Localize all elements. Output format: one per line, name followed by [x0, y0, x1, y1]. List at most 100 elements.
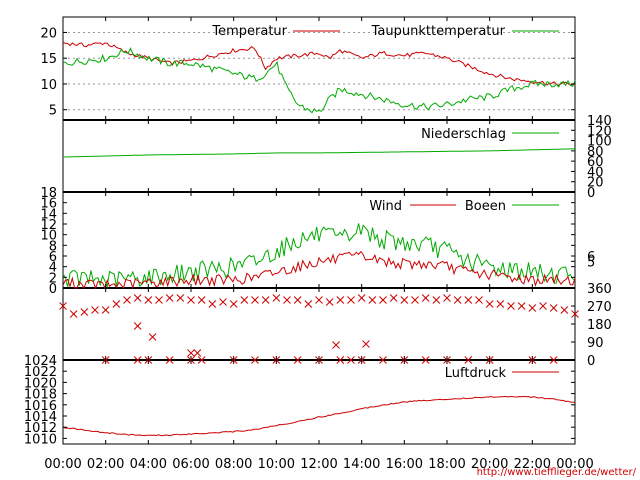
wind-direction-mark: [251, 296, 259, 304]
wind-direction-mark: [272, 294, 281, 302]
x-tick-label: 18:00: [428, 457, 465, 472]
wind-direction-mark: [485, 300, 494, 308]
wind-direction-point: [133, 322, 142, 330]
wind-direction-mark: [464, 356, 473, 364]
wind-direction-point: [389, 294, 398, 302]
wind-line: [62, 250, 576, 290]
wind-direction-point: [549, 356, 558, 364]
y2-tick-label: 360: [587, 282, 612, 297]
wind-direction-mark: [507, 302, 515, 310]
wind-direction-point: [251, 356, 259, 364]
wind-direction-point: [133, 294, 142, 302]
wind-direction-point: [315, 296, 323, 304]
wind-direction-mark: [400, 296, 409, 304]
y-tick-label: 1016: [24, 399, 57, 414]
wind-direction-point: [336, 296, 345, 304]
wind-direction-mark: [187, 296, 195, 304]
luftdruck-line: [62, 395, 576, 437]
y-tick-label: 1020: [24, 376, 57, 391]
x-tick-label: 06:00: [172, 457, 209, 472]
wind-direction-mark: [549, 304, 558, 312]
wind-direction-mark: [528, 304, 537, 312]
wind-direction-point: [197, 356, 206, 364]
boeen-line: [62, 223, 576, 289]
wind-direction-mark: [432, 296, 441, 304]
temperatur-line: [62, 41, 576, 87]
x-tick-label: 08:00: [215, 457, 252, 472]
x-tick-label: 20:00: [471, 457, 508, 472]
wind-direction-mark: [59, 302, 67, 310]
y-tick-label: 18: [40, 186, 57, 201]
wind-direction-point: [421, 294, 430, 302]
y-tick-label: 1018: [24, 388, 57, 403]
x-tick-label: 00:00: [556, 457, 593, 472]
wind-direction-mark: [453, 296, 462, 304]
wind-direction-point: [368, 296, 377, 304]
legend-temperatur-label: Temperatur: [211, 24, 287, 39]
wind-direction-point: [496, 300, 505, 308]
y2-tick-label: 5: [587, 255, 595, 270]
wind-direction-point: [229, 300, 238, 308]
wind-direction-point: [507, 302, 515, 310]
wind-direction-point: [517, 302, 526, 310]
wind-direction-mark: [133, 322, 142, 330]
wind-direction-point: [362, 340, 370, 348]
wind-direction-mark: [240, 296, 249, 304]
wind-direction-mark: [389, 294, 398, 302]
wind-direction-point: [133, 356, 142, 364]
wind-direction-point: [379, 356, 387, 364]
y-tick-label: 1012: [24, 421, 57, 436]
y2-tick-label: 6: [587, 250, 595, 265]
wind-direction-mark: [539, 302, 547, 310]
wind-direction-mark: [347, 356, 355, 364]
wind-direction-mark: [176, 294, 185, 302]
wind-direction-point: [251, 296, 259, 304]
wind-direction-point: [283, 296, 291, 304]
y-tick-label: 1022: [24, 365, 57, 380]
wind-direction-mark: [560, 306, 569, 314]
y-tick-label: 5: [49, 104, 57, 119]
wind-direction-point: [208, 300, 217, 308]
wind-direction-point: [475, 296, 483, 304]
wind-direction-point: [528, 304, 537, 312]
y2-tick-label: 0: [587, 186, 595, 201]
wind-direction-point: [332, 341, 340, 349]
legend-niederschlag-label: Niederschlag: [421, 127, 506, 142]
wind-direction-mark: [251, 356, 259, 364]
wind-direction-point: [112, 300, 121, 308]
wind-direction-point: [549, 304, 558, 312]
y-tick-label: 1024: [24, 354, 57, 369]
wind-direction-point: [453, 296, 462, 304]
wind-direction-point: [304, 300, 313, 308]
wind-direction-mark: [368, 296, 377, 304]
wind-direction-mark: [357, 294, 366, 302]
y2-tick-label: 80: [587, 145, 604, 160]
wind-direction-point: [400, 296, 409, 304]
wind-direction-mark: [304, 300, 313, 308]
wind-direction-point: [101, 306, 110, 314]
legend-wind-label: Wind: [369, 199, 402, 214]
wind-direction-mark: [219, 298, 227, 306]
wind-direction-point: [347, 356, 355, 364]
wind-direction-mark: [101, 306, 110, 314]
wind-direction-point: [165, 294, 174, 302]
wind-direction-mark: [496, 300, 505, 308]
wind-direction-mark: [379, 296, 387, 304]
legend-boeen-label: Boeen: [465, 199, 506, 214]
y-tick-label: 10: [40, 229, 57, 244]
wind-direction-point: [272, 294, 281, 302]
y2-tick-label: 180: [587, 318, 612, 333]
wind-direction-point: [148, 333, 157, 341]
wind-direction-point: [464, 356, 473, 364]
y2-tick-label: 140: [587, 114, 612, 129]
wind-direction-point: [357, 294, 366, 302]
source-url: http://www.tiefflieger.de/wetter/: [477, 467, 637, 478]
wind-direction-mark: [229, 300, 238, 308]
taupunkttemperatur-line: [62, 47, 576, 114]
wind-direction-mark: [165, 294, 174, 302]
y-tick-label: 12: [40, 218, 57, 233]
wind-direction-point: [443, 294, 451, 302]
x-tick-label: 14:00: [343, 457, 380, 472]
wind-direction-mark: [336, 356, 345, 364]
